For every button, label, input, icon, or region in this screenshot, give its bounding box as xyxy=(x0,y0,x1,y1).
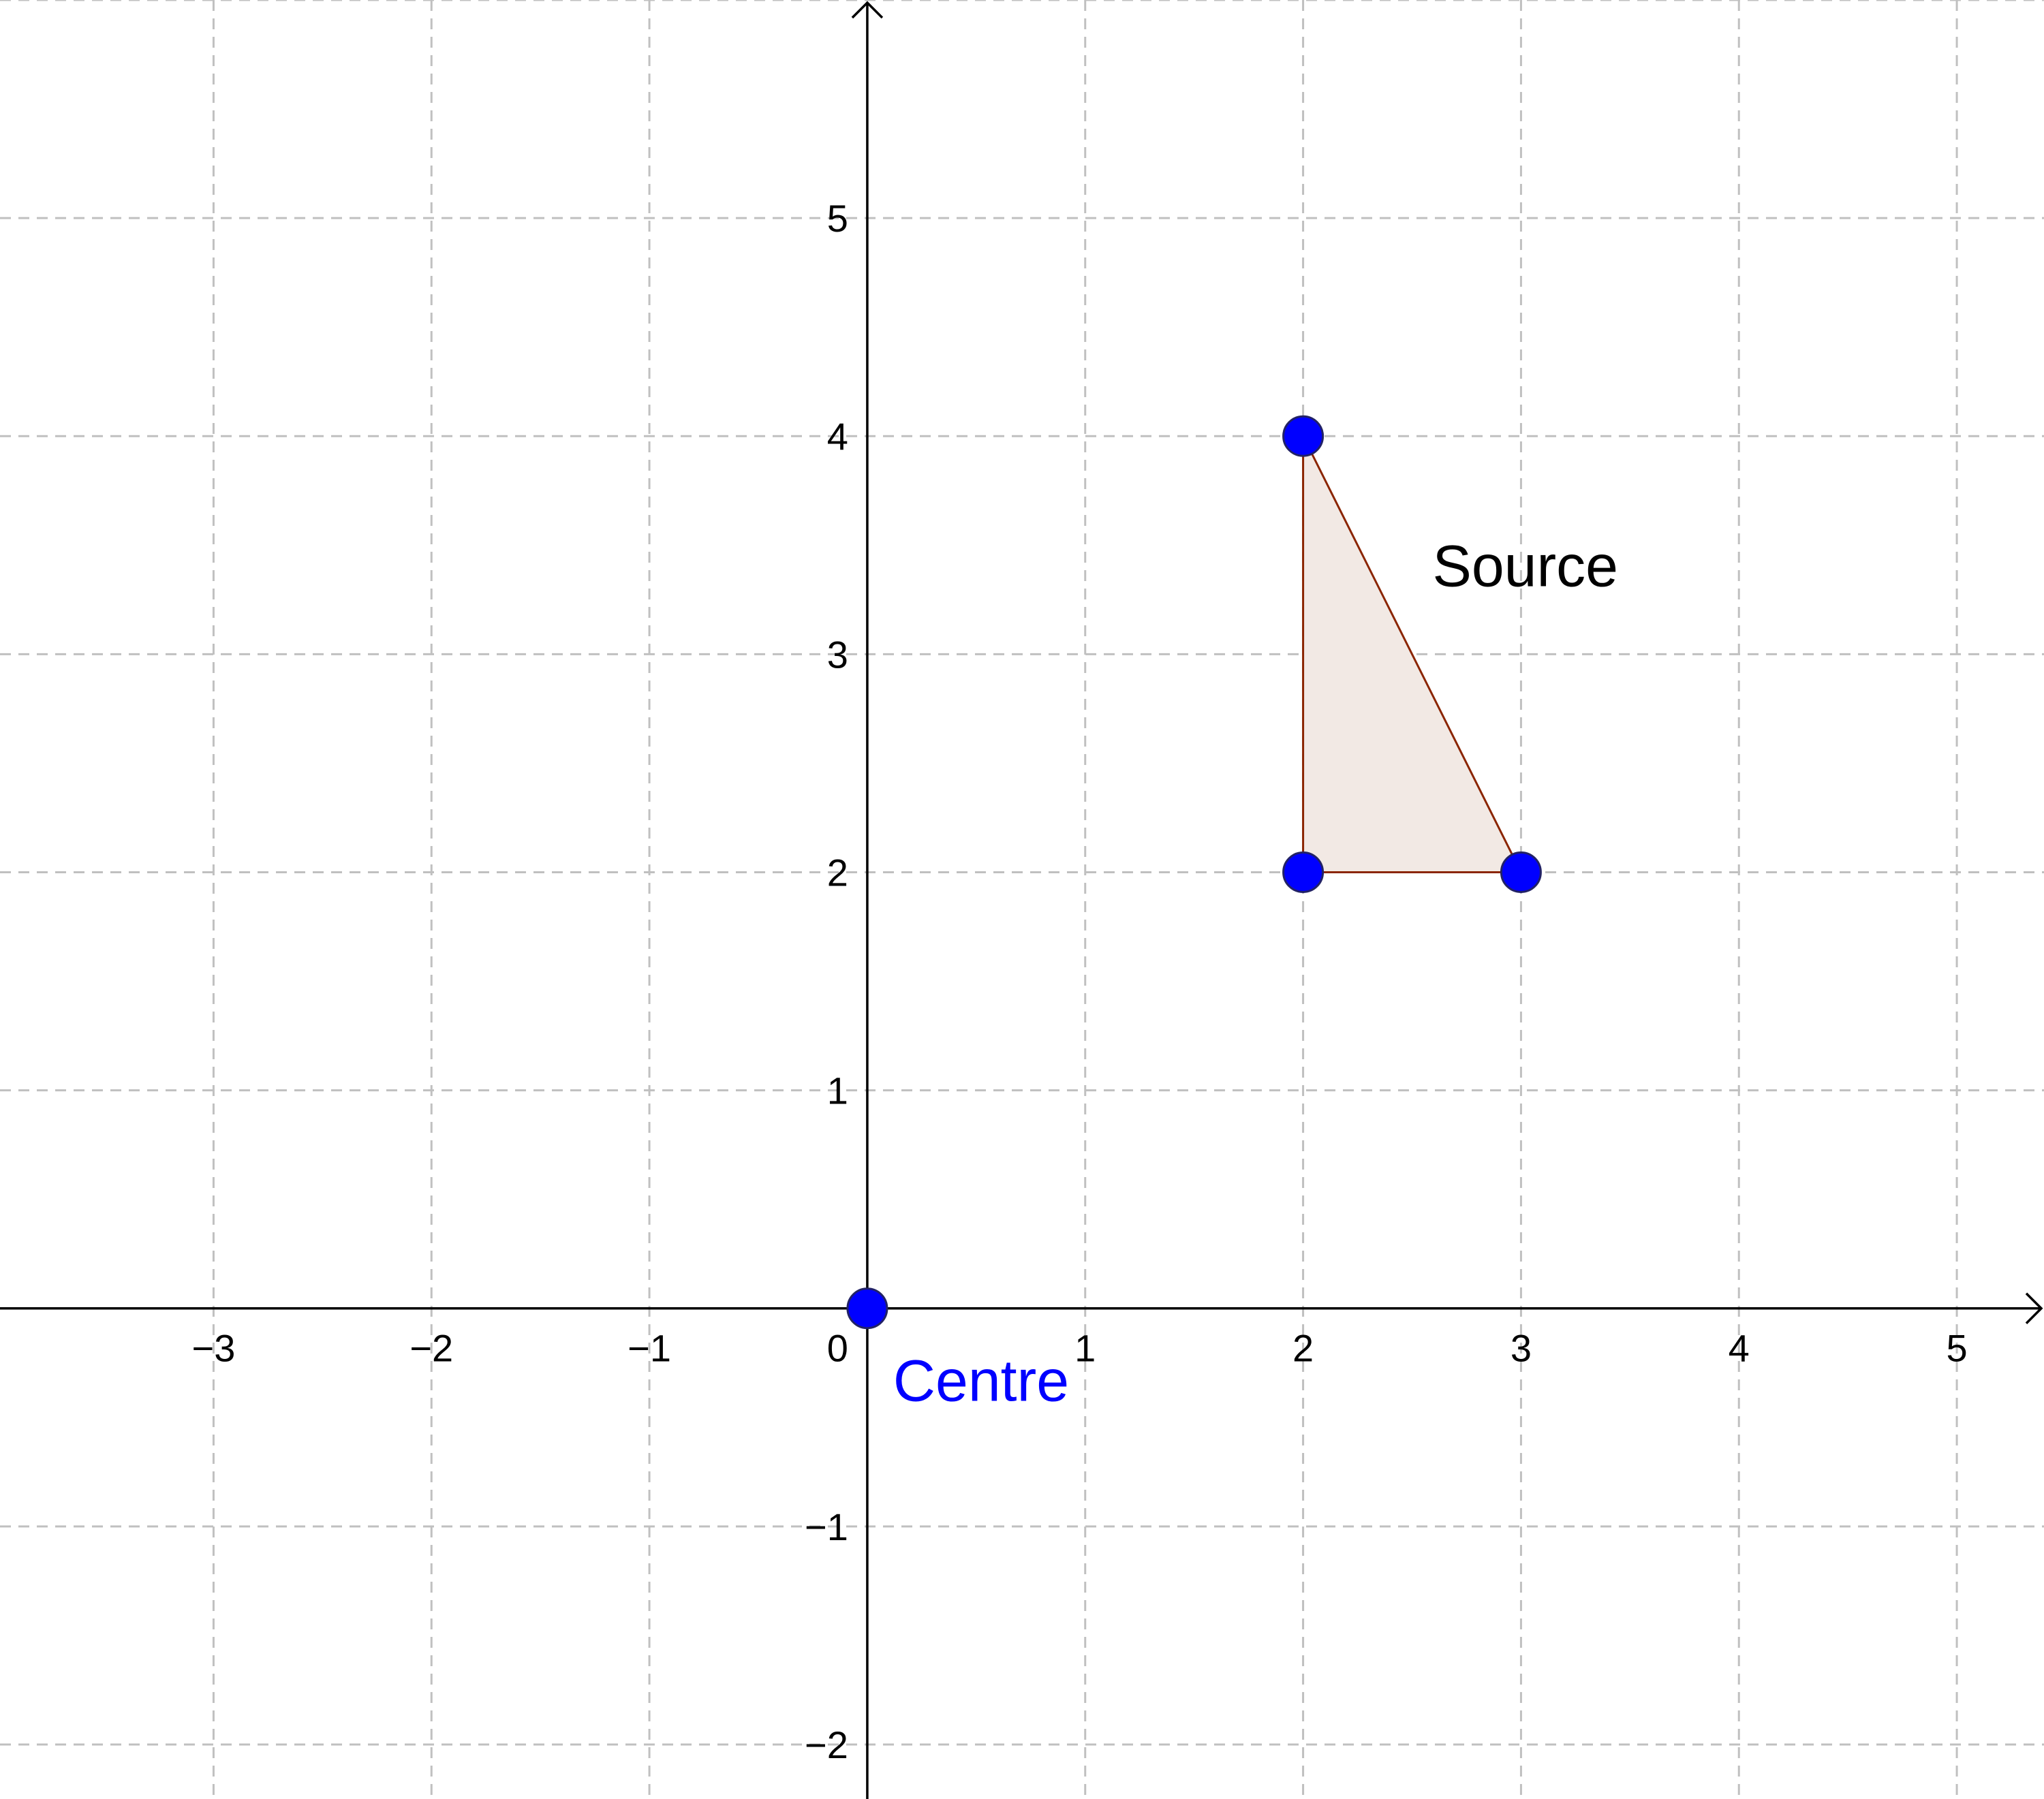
x-tick-label: 2 xyxy=(1292,1327,1314,1370)
points xyxy=(846,415,1542,1330)
x-tick-label: 1 xyxy=(1074,1327,1096,1370)
y-tick-label: 3 xyxy=(827,633,848,676)
point-marker xyxy=(1282,415,1325,457)
tick-labels: −3 −2 −1 1 2 3 4 5 −2 −1 1 2 3 4 5 0 xyxy=(192,197,1968,1766)
shapes xyxy=(1302,435,1523,873)
triangle-source xyxy=(1302,435,1523,873)
y-tick-label: 2 xyxy=(827,851,848,894)
centre-label: Centre xyxy=(893,1349,1069,1414)
y-tick-label: −1 xyxy=(805,1505,848,1548)
x-tick-label: −2 xyxy=(409,1327,453,1370)
x-tick-label: −1 xyxy=(628,1327,671,1370)
x-tick-label: 4 xyxy=(1729,1327,1750,1370)
point-marker xyxy=(1282,851,1325,893)
x-tick-label: −3 xyxy=(192,1327,236,1370)
x-tick-label: 3 xyxy=(1511,1327,1532,1370)
point-marker xyxy=(846,1287,888,1330)
source-label: Source xyxy=(1432,533,1618,599)
y-tick-label: 1 xyxy=(827,1069,848,1112)
labels: Source Centre xyxy=(893,533,1618,1413)
x-axis-arrow xyxy=(2025,1292,2043,1324)
y-tick-label: −2 xyxy=(805,1723,848,1766)
point-marker xyxy=(1500,851,1542,893)
y-axis-arrow xyxy=(851,1,884,19)
x-tick-label: 5 xyxy=(1946,1327,1967,1370)
y-tick-label: 4 xyxy=(827,415,848,458)
y-tick-label: 5 xyxy=(827,197,848,240)
origin-label: 0 xyxy=(827,1327,848,1370)
